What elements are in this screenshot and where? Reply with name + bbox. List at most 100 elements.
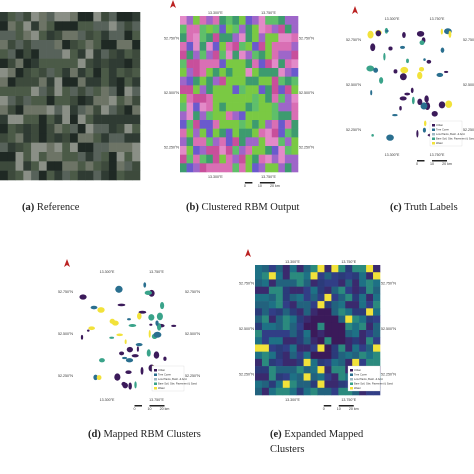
map-cell (352, 265, 360, 273)
map-cell (7, 161, 16, 171)
map-cell (278, 33, 286, 43)
map-cell (366, 387, 374, 396)
map-patch (448, 30, 452, 38)
map-cell (289, 265, 297, 273)
map-cell (268, 272, 277, 280)
map-cell (359, 358, 367, 367)
map-cell (284, 154, 292, 164)
map-cell (77, 124, 86, 134)
map-cell (278, 59, 286, 69)
scale-label: 20 km (349, 407, 359, 411)
map-cell (225, 68, 233, 77)
map-cell (46, 30, 55, 41)
legend-label: Water (158, 386, 165, 390)
map-cell (62, 68, 71, 78)
lat-label: 52.500°N (185, 332, 200, 336)
map-cell (296, 272, 304, 280)
map-patch (93, 374, 98, 381)
map-cell (345, 344, 353, 352)
map-cell (85, 21, 94, 31)
map-cell (124, 133, 133, 143)
map-patch (125, 370, 132, 375)
map-cell (212, 24, 220, 34)
map-cell (239, 137, 246, 147)
map-cell (338, 301, 346, 309)
map-cell (93, 30, 102, 41)
map-patch (117, 303, 126, 307)
map-cell (296, 344, 304, 352)
map-cell (310, 373, 318, 381)
map-cell (15, 86, 24, 97)
map-cell (7, 133, 16, 143)
map-cell (303, 265, 311, 273)
map-patch (424, 95, 429, 103)
map-patch (153, 351, 160, 359)
map-cell (373, 279, 381, 287)
map-cell (245, 50, 253, 60)
map-cell (124, 68, 133, 78)
map-cell (366, 286, 374, 295)
map-cell (46, 170, 55, 181)
map-cell (108, 40, 117, 50)
map-patch (109, 336, 115, 339)
map-cell (275, 330, 284, 338)
map-cell (338, 322, 346, 331)
map-cell (338, 344, 346, 352)
lat-label: 52.750°N (463, 38, 474, 42)
map-cell (255, 315, 263, 324)
map-cell (345, 272, 353, 280)
map-cell (93, 86, 102, 97)
map-cell (101, 58, 110, 69)
map-cell (219, 68, 227, 77)
map-cell (124, 161, 133, 171)
map-patch (131, 354, 139, 358)
map-cell (85, 105, 94, 115)
map-cell (232, 16, 240, 25)
map-cell (193, 50, 200, 60)
map-cell (373, 358, 381, 367)
map-cell (15, 68, 24, 78)
map-cell (345, 337, 353, 345)
map-cell (186, 68, 194, 77)
map-cell (324, 301, 332, 309)
map-cell (85, 142, 94, 153)
map-cell (46, 161, 55, 171)
map-patch (406, 58, 409, 64)
map-cell (268, 286, 277, 295)
map-cell (289, 322, 297, 331)
map-cell (239, 76, 246, 86)
map-cell (359, 330, 367, 338)
map-cell (303, 380, 311, 389)
map-cell (239, 85, 246, 95)
map-cell (271, 146, 279, 155)
map-cell (0, 58, 9, 69)
map-cell (132, 58, 141, 69)
map-cell (101, 114, 110, 125)
north-arrow (64, 259, 70, 267)
map-cell (331, 272, 339, 280)
north-arrow (352, 6, 358, 14)
map-cell (219, 137, 227, 147)
map-cell (324, 279, 332, 287)
map-cell (338, 308, 346, 316)
map-cell (93, 152, 102, 162)
lon-label: 13.300°E (385, 17, 400, 21)
map-cell (268, 351, 277, 360)
map-cell (180, 85, 187, 95)
map-cell (278, 128, 286, 138)
map-cell (93, 21, 102, 31)
map-cell (186, 85, 194, 95)
map-patch (153, 331, 162, 338)
map-cell (255, 351, 263, 360)
map-cell (23, 86, 32, 97)
map-cell (219, 59, 227, 69)
map-cell (70, 133, 79, 143)
map-patch (171, 324, 177, 328)
map-cell (331, 337, 339, 345)
map-cell (261, 366, 270, 374)
map-cell (373, 344, 381, 352)
map-cell (101, 124, 110, 134)
map-cell (296, 366, 304, 374)
scale-label: 0 (134, 407, 136, 411)
map-cell (291, 163, 299, 173)
